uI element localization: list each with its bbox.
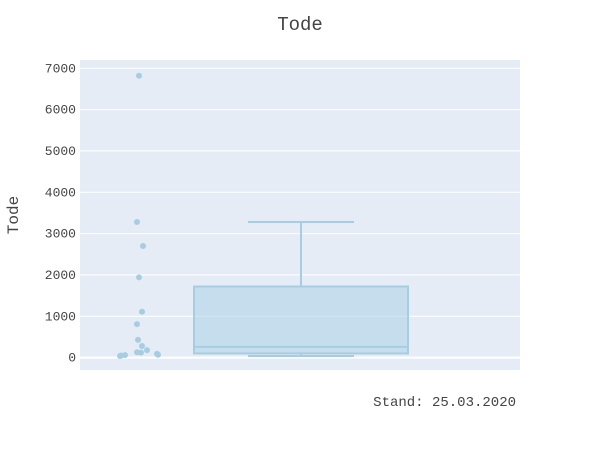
data-point <box>117 352 123 359</box>
data-point <box>138 349 144 356</box>
y-tick-label: 2000 <box>45 268 76 283</box>
chart-title: Tode <box>277 14 323 36</box>
data-point <box>136 274 142 281</box>
data-point <box>139 343 145 350</box>
footnote-date: Stand: 25.03.2020 <box>373 395 516 411</box>
data-point <box>134 321 140 328</box>
data-point <box>140 243 146 249</box>
y-tick-labels: 0 1000 2000 3000 4000 5000 6000 7000 <box>45 61 76 365</box>
y-tick-label: 6000 <box>45 103 76 118</box>
data-point <box>155 351 161 358</box>
y-tick-label: 3000 <box>45 227 76 242</box>
data-point <box>135 336 141 343</box>
y-tick-label: 5000 <box>45 144 76 159</box>
data-point <box>136 72 142 79</box>
y-axis-label: Tode <box>5 196 23 234</box>
data-point <box>134 219 140 226</box>
y-tick-label: 7000 <box>45 61 76 76</box>
box-trace <box>193 221 409 357</box>
y-tick-label: 1000 <box>45 309 76 324</box>
data-point <box>139 308 145 315</box>
box-iqr <box>193 285 409 355</box>
y-tick-label: 0 <box>68 351 76 366</box>
data-point <box>144 347 150 354</box>
y-tick-label: 4000 <box>45 185 76 200</box>
data-points <box>117 72 161 359</box>
